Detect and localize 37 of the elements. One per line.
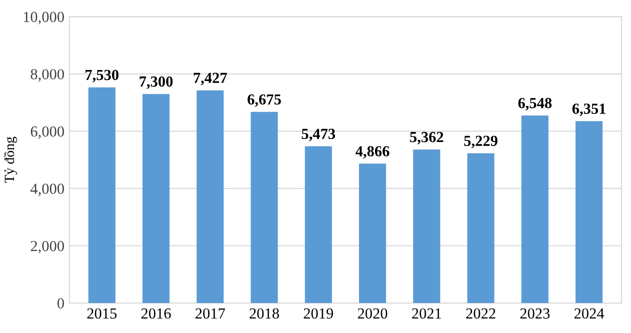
bar [250,112,278,304]
data-label: 7,300 [140,76,173,89]
x-tick-label: 2019 [304,308,334,319]
bar [88,87,116,304]
data-label: 7,530 [86,70,118,82]
x-tick-label: 2022 [466,308,496,319]
bar [576,121,603,304]
data-label: 4,866 [356,146,390,159]
bar [359,164,386,304]
data-label: 6,675 [248,94,281,107]
x-tick-label: 2024 [574,308,604,319]
y-tick-label: 10,000 [24,12,64,24]
data-label: 6,351 [572,104,606,116]
bar [467,153,494,304]
data-label: 7,427 [194,72,227,86]
bar [521,116,548,304]
x-tick-label: 2018 [250,308,279,319]
bar [142,94,170,304]
y-tick-label: 8,000 [30,69,64,82]
x-tick-label: 2020 [358,308,388,319]
x-tick-label: 2016 [141,308,171,319]
data-label: 6,548 [518,98,552,110]
data-label: 5,473 [302,128,336,142]
x-tick-label: 2023 [520,308,550,319]
bar [196,90,224,304]
x-tick-label: 2015 [87,308,117,319]
bar [413,149,440,304]
bar [304,146,332,304]
data-label: 5,229 [464,136,498,148]
y-tick-label: 6,000 [30,126,64,139]
y-tick-label: 0 [57,298,64,308]
x-tick-label: 2021 [412,308,442,319]
y-tick-label: 2,000 [30,240,64,254]
x-tick-label: 2017 [196,308,225,319]
y-tick-label: 4,000 [30,184,64,196]
data-label: 5,362 [410,132,444,144]
y-axis-title: Tỷ đồng [4,136,17,183]
